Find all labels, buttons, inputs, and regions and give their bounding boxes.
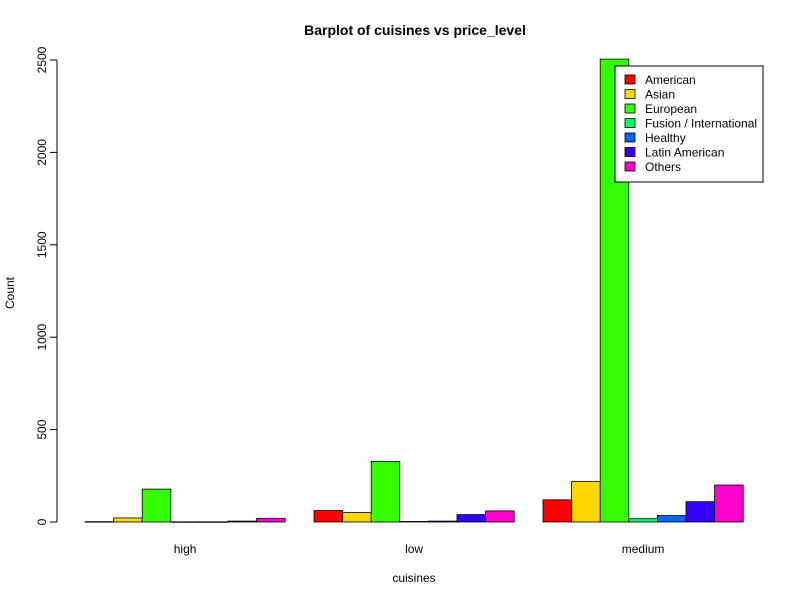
bar-high-latin-american [227,520,258,523]
bar-low-asian [342,511,372,523]
bar-high-healthy [198,521,229,523]
y-tick-label: 2000 [35,139,49,166]
y-tick-label: 1500 [35,231,49,258]
bar-medium-asian [571,480,601,523]
legend-swatch [624,132,636,143]
bar-low-american [313,510,344,523]
bar-low-fusion-international [399,521,429,523]
bar-low-others [485,510,515,523]
bar-medium-american [542,499,573,523]
y-tick-label: 0 [35,518,49,525]
legend-label: Others [645,160,681,174]
chart-title: Barplot of cuisines vs price_level [304,22,526,38]
y-axis-label: Count [3,276,17,309]
legend-swatch [624,161,636,172]
bar-medium-others [714,484,744,523]
bar-high-fusion-international [170,521,200,523]
legend-box [614,65,764,183]
legend-label: Latin American [645,146,724,160]
bar-high-asian [113,517,143,523]
y-tick-label: 1000 [35,324,49,351]
bar-high-american [84,521,115,523]
legend-swatch [624,147,636,157]
bar-low-latin-american [456,514,487,523]
legend-label: European [645,102,697,116]
legend-label: American [645,73,696,87]
legend-label: Fusion / International [645,117,757,131]
bar-medium-healthy [657,515,687,523]
y-axis: 0 500 1000 1500 2000 2500 [35,46,58,525]
x-tick-label: medium [622,542,665,556]
bar-low-european [370,460,401,523]
y-tick-label: 2500 [35,46,49,73]
bar-high-others [256,517,286,523]
y-tick-label: 500 [35,419,49,439]
bar-medium-latin-american [685,501,716,523]
legend-swatch [624,89,636,99]
legend-label: Healthy [645,131,686,145]
bar-medium-fusion-international [628,518,658,523]
legend-swatch [624,74,636,85]
x-axis-label: cuisines [392,571,435,585]
x-tick-label: low [405,542,423,556]
legend-swatch [624,118,636,128]
legend-swatch [624,103,636,114]
bar-high-european [141,488,172,523]
legend-label: Asian [645,88,675,102]
x-tick-label: high [174,542,197,556]
bar-low-healthy [427,520,458,523]
x-tick-labels: high low medium [174,542,665,556]
